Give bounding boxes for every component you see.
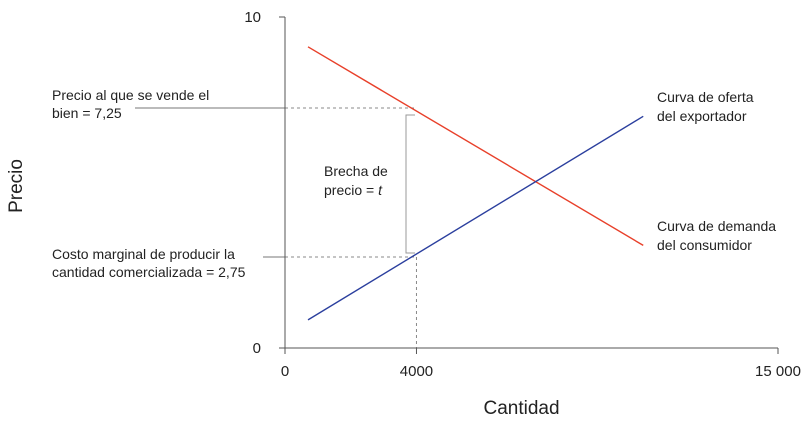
price-gap-label: precio = t bbox=[324, 182, 383, 198]
guide-lines bbox=[135, 107, 417, 348]
price-gap-label: Brecha de bbox=[324, 163, 388, 179]
high-price-label: bien = 7,25 bbox=[52, 105, 122, 121]
x-tick-label: 15 000 bbox=[755, 363, 801, 380]
y-axis-title: Precio bbox=[6, 159, 27, 213]
demand-curve bbox=[307, 46, 644, 246]
low-price-label: cantidad comercializada = 2,75 bbox=[52, 264, 246, 280]
y-tick-label: 10 bbox=[244, 9, 261, 26]
x-tick-label: 4000 bbox=[400, 363, 433, 380]
demand-curve-label: del consumidor bbox=[657, 237, 752, 253]
y-tick-label: 0 bbox=[253, 340, 261, 357]
labels: Curva de oferta del exportador Curva de de… bbox=[52, 87, 776, 280]
x-axis-title: Cantidad bbox=[483, 398, 559, 419]
high-price-label: Precio al que se vende el bbox=[52, 87, 209, 103]
supply-curve-label: del exportador bbox=[657, 108, 747, 124]
demand-curve-label: Curva de demanda bbox=[657, 218, 776, 234]
low-price-label: Costo marginal de producir la bbox=[52, 246, 235, 262]
axes: 0 4000 15 000 0 10 Cantidad Precio bbox=[6, 9, 801, 419]
supply-curve bbox=[307, 115, 644, 321]
x-tick-label: 0 bbox=[281, 363, 289, 380]
series-group bbox=[307, 46, 644, 321]
price-gap-bracket bbox=[405, 114, 415, 254]
supply-curve-label: Curva de oferta bbox=[657, 89, 754, 105]
